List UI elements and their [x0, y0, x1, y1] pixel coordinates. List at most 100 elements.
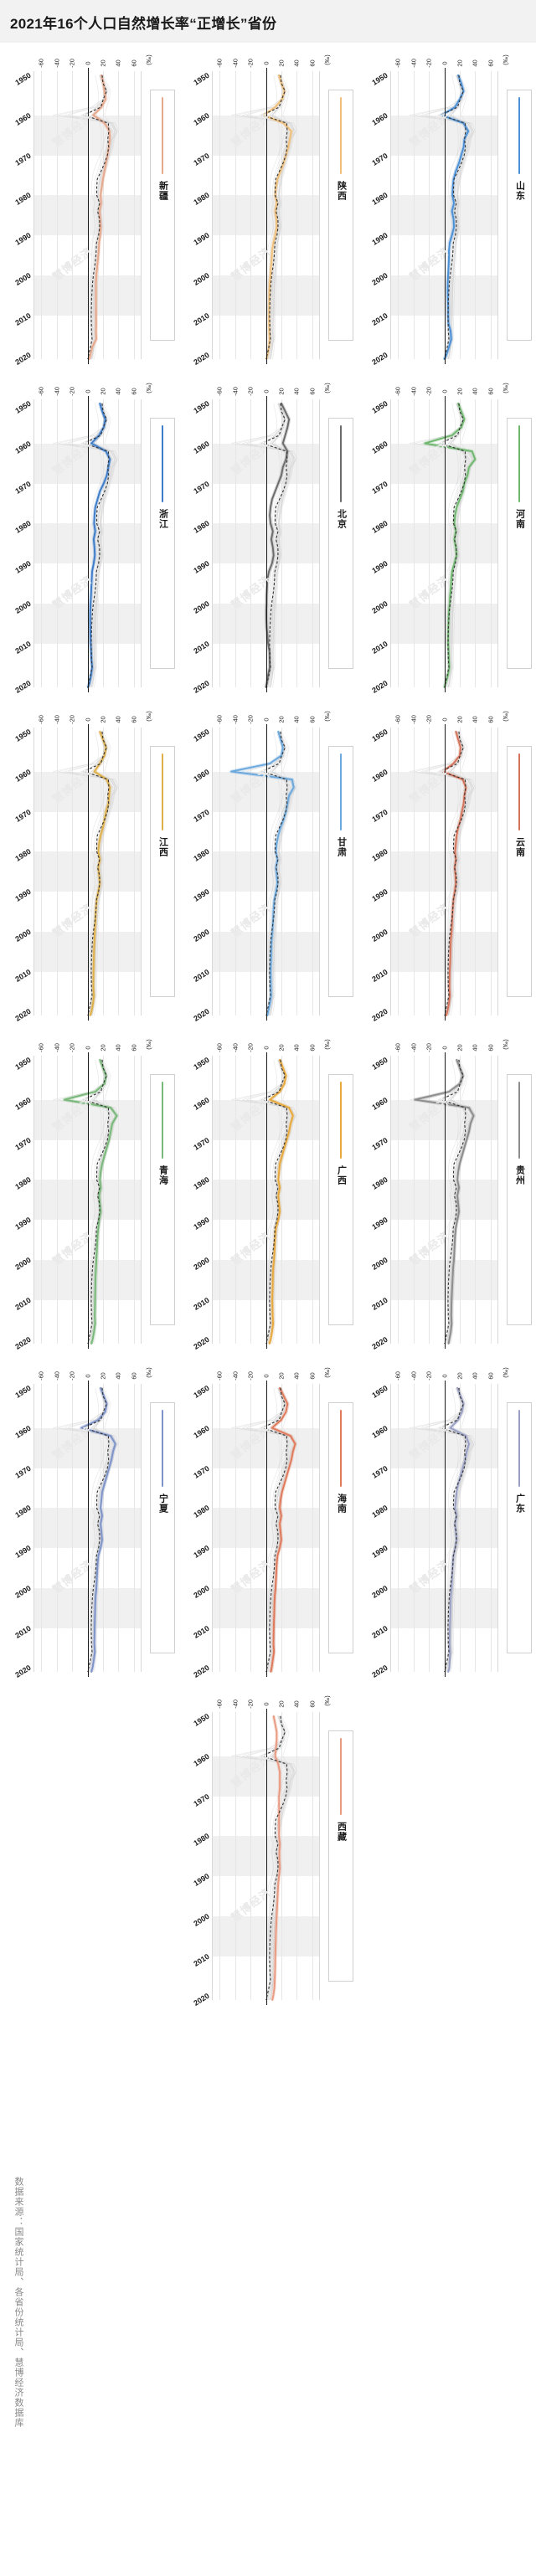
x-tick-label: -20 [68, 715, 76, 725]
x-tick-label: 40 [471, 716, 479, 723]
vertical-gridline [72, 1056, 74, 1345]
legend-广西[interactable]: 广西 [328, 1074, 353, 1326]
vertical-gridline [429, 1384, 430, 1673]
legend-宁夏[interactable]: 宁夏 [150, 1402, 175, 1654]
legend-新疆[interactable]: 新疆 [150, 90, 175, 342]
legend-甘肃[interactable]: 甘肃 [328, 746, 353, 998]
x-tick-label: -40 [231, 1699, 240, 1710]
ghost-series-西藏 [271, 403, 281, 688]
vertical-gridline [312, 1056, 313, 1345]
x-axis-unit: (‰) [501, 711, 509, 722]
y-tick-label: 2010 [13, 1623, 33, 1640]
x-tick-label: 60 [130, 59, 138, 67]
ghost-series-广西 [447, 75, 472, 360]
legend-color-swatch [339, 97, 343, 175]
plot-border-right [497, 71, 498, 360]
panel-grid: -60 -40 -20 0 20 40 60 (‰) 1950 1960 1970 1980 1990 2… [0, 43, 536, 2016]
y-tick-label: 1980 [370, 1504, 389, 1520]
y-tick-label: 2000 [13, 599, 33, 615]
vertical-gridline [102, 71, 104, 360]
y-tick-label: 1990 [13, 1215, 33, 1231]
series-line-浙江 [87, 403, 111, 689]
legend-河南[interactable]: 河南 [507, 418, 532, 670]
vertical-gridline [312, 1712, 313, 2001]
legend-北京[interactable]: 北京 [328, 418, 353, 670]
legend-海南[interactable]: 海南 [328, 1402, 353, 1654]
vertical-gridline [475, 1056, 477, 1345]
y-tick-label: 1950 [13, 70, 33, 87]
plot-border-right [141, 399, 142, 688]
ghost-series-河南 [68, 75, 119, 360]
ghost-series-云南 [263, 1715, 288, 2001]
y-tick-label: 2020 [370, 1007, 389, 1024]
chart-panel-江西: -60 -40 -20 0 20 40 60 (‰) 1950 1960 1970 1980 1990 2… [0, 702, 178, 1031]
x-axis-unit: (‰) [322, 1367, 331, 1379]
ghost-series-江西 [90, 75, 111, 360]
plot-area [390, 1381, 498, 1678]
x-tick-label: 40 [114, 716, 122, 723]
y-tick-label: 2000 [192, 270, 211, 287]
legend-color-swatch [339, 1082, 343, 1159]
legend-西藏[interactable]: 西藏 [328, 1730, 353, 1982]
series-layer [230, 1387, 297, 1674]
y-tick-label: 1980 [13, 847, 33, 864]
y-tick-label: 1960 [370, 1095, 389, 1112]
y-tick-label: 2010 [13, 639, 33, 656]
y-tick-label: 1980 [192, 519, 211, 536]
y-tick-label: 2010 [192, 1951, 211, 1968]
legend-贵州[interactable]: 贵州 [507, 1074, 532, 1326]
y-tick-label: 1990 [192, 230, 211, 247]
y-tick-label: 1950 [13, 1383, 33, 1400]
ghost-series-山东 [441, 1387, 469, 1673]
y-tick-label: 1950 [13, 727, 33, 743]
ghost-series-西藏 [450, 403, 459, 688]
vertical-gridline [429, 399, 430, 688]
chart-panel-贵州: -60 -40 -20 0 20 40 60 (‰) 1950 1960 1970 1980 1990 2… [357, 1031, 535, 1360]
chart-panel-山东: -60 -40 -20 0 20 40 60 (‰) 1950 1960 1970 1980 1990 2… [357, 46, 535, 375]
legend-云南[interactable]: 云南 [507, 746, 532, 998]
ghost-series-河南 [246, 403, 297, 688]
zero-axis-line [265, 396, 267, 693]
legend-陕西[interactable]: 陕西 [328, 90, 353, 342]
ghost-series-甘肃 [409, 1059, 473, 1345]
plot-border-left [212, 399, 213, 688]
y-tick-label: 1980 [13, 1175, 33, 1192]
vertical-gridline [413, 1056, 415, 1345]
legend-青海[interactable]: 青海 [150, 1074, 175, 1326]
x-axis-unit: (‰) [322, 711, 331, 722]
vertical-gridline [72, 1384, 74, 1673]
y-tick-label: 2020 [192, 1335, 211, 1352]
y-tick-label: 1960 [192, 1751, 211, 1768]
zero-axis-line [87, 1052, 89, 1350]
y-axis-ticks: 1950 1960 1970 1980 1990 2000 2010 2020 [0, 1055, 35, 1351]
ghost-series-北京 [444, 731, 468, 1016]
ghost-series-广东 [90, 75, 113, 360]
legend-山东[interactable]: 山东 [507, 90, 532, 342]
x-tick-label: 20 [277, 388, 286, 395]
zero-axis-line [265, 1709, 267, 2006]
x-tick-label: -60 [394, 387, 402, 397]
ghost-series-云南 [85, 1387, 110, 1673]
y-tick-label: 1980 [370, 1175, 389, 1192]
y-tick-label: 2000 [370, 1255, 389, 1272]
ghost-series-宁夏 [437, 731, 473, 1016]
ghost-series-甘肃 [52, 1387, 116, 1673]
y-tick-label: 1960 [370, 111, 389, 127]
plot-border-right [319, 71, 320, 360]
vertical-gridline [72, 71, 74, 360]
legend-color-swatch [161, 1410, 164, 1488]
ghost-series-江西 [90, 1387, 111, 1673]
x-tick-label: 40 [292, 1372, 301, 1380]
ghost-series-陕西 [263, 1715, 292, 2001]
chart-panel-青海: -60 -40 -20 0 20 40 60 (‰) 1950 1960 1970 1980 1990 2… [0, 1031, 178, 1360]
x-tick-label: 60 [130, 716, 138, 723]
ghost-series-贵州 [236, 403, 296, 688]
legend-广东[interactable]: 广东 [507, 1402, 532, 1654]
legend-江西[interactable]: 江西 [150, 746, 175, 998]
x-tick-label: 40 [471, 1372, 479, 1380]
legend-color-swatch [161, 425, 164, 503]
y-tick-label: 2010 [370, 639, 389, 656]
x-tick-label: -40 [53, 1043, 61, 1053]
legend-浙江[interactable]: 浙江 [150, 418, 175, 670]
y-tick-label: 1950 [13, 1055, 33, 1072]
